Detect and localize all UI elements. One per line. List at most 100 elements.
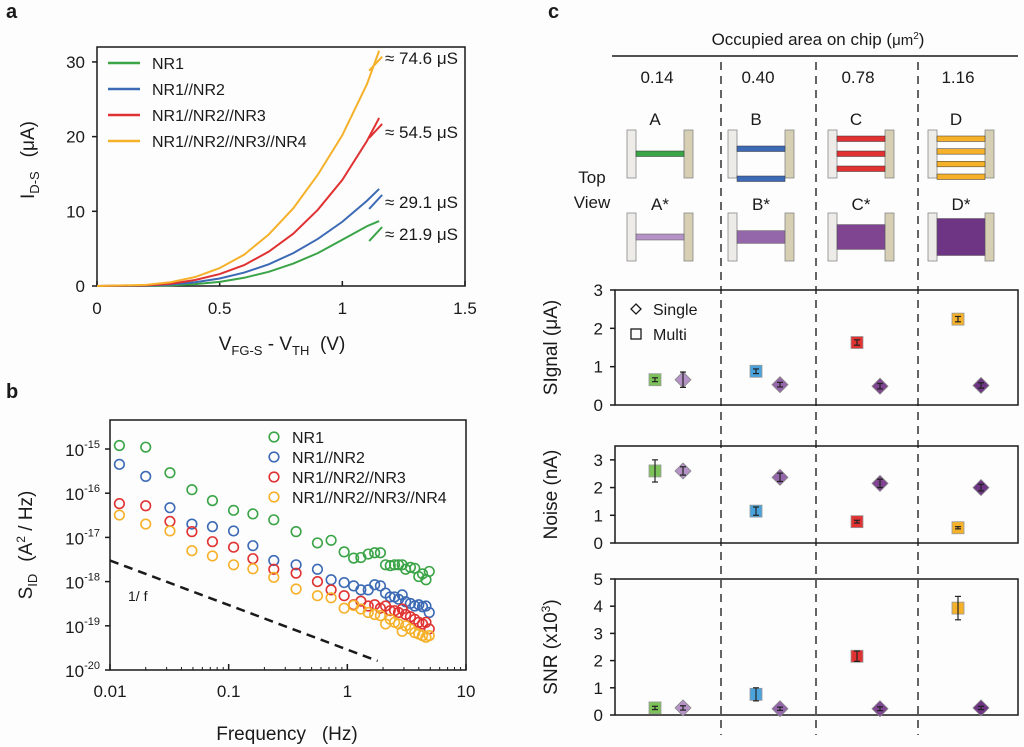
data-point <box>392 606 405 619</box>
drain-electrode <box>784 212 795 262</box>
x-axis-title-sub2: TH <box>292 343 309 358</box>
legend-marker <box>268 431 280 443</box>
y-tick-label: 0 <box>594 534 603 553</box>
y-tick-label: 5 <box>594 570 603 589</box>
legend-diamond-icon <box>630 303 642 315</box>
legend-label: Single <box>653 302 698 319</box>
legend-marker <box>268 491 280 503</box>
noise-spectrum-plot: 0.01 0.1 1 1010-1510-1610-1710-1810-1910-20… <box>65 419 476 701</box>
data-point <box>290 567 302 579</box>
nanoribbon <box>836 150 886 157</box>
nanoribbon <box>836 165 886 172</box>
y-title-close: ) <box>541 599 562 605</box>
transconductance-annotation: ≈ 74.6 μS <box>385 49 458 68</box>
x-tick-label: 0.01 <box>93 682 126 701</box>
data-point <box>113 439 125 452</box>
y-tick-label: 10 <box>66 202 85 221</box>
drain-electrode <box>884 129 895 179</box>
y-axis-title-b-sup: 2 <box>14 536 28 543</box>
y-tick-exp: -15 <box>84 439 100 451</box>
slope-marker <box>368 123 383 139</box>
data-point <box>338 546 350 558</box>
data-point <box>113 458 125 470</box>
data-point <box>206 536 219 548</box>
source-electrode <box>927 212 938 262</box>
data-point <box>369 608 381 621</box>
series-line <box>96 220 380 287</box>
data-point <box>362 606 374 619</box>
source-electrode <box>827 129 838 179</box>
legend-label: NR1//NR2//NR3//NR4 <box>152 134 307 151</box>
x-axis-title-unit: (V) <box>309 334 345 355</box>
y-tick-label: 10-20 <box>65 660 100 681</box>
slope-marker <box>368 194 383 210</box>
data-point <box>348 552 360 564</box>
subplot-frame <box>614 289 1019 406</box>
data-point <box>369 579 381 591</box>
transconductance-annotation: ≈ 21.9 μS <box>385 225 458 244</box>
y-title-text: SNR (x10 <box>541 612 562 694</box>
data-point <box>247 563 259 575</box>
data-point <box>186 518 198 530</box>
nanoribbon <box>836 135 886 142</box>
source-electrode <box>927 129 938 179</box>
y-axis-title-unit: (μA) <box>18 121 39 157</box>
y-tick-label: 20 <box>66 128 85 147</box>
x-axis-title-b: Frequency (Hz) <box>216 724 357 745</box>
area-header: Occupied area on chip (μm2) <box>712 30 925 49</box>
data-point <box>404 561 417 573</box>
y-axis-title-b-unit: (A <box>16 542 37 561</box>
legend-marker <box>268 451 280 463</box>
x-tick-label: 10 <box>457 682 476 701</box>
y-tick-base: 10 <box>65 618 84 637</box>
data-point <box>290 583 302 595</box>
x-axis-title-v2: V <box>279 334 292 355</box>
data-point <box>311 575 324 588</box>
area-header-text: Occupied area on chip ( <box>712 30 893 49</box>
y-tick-label: 1 <box>594 679 603 698</box>
y-axis-title-b-sub: ID <box>25 574 40 587</box>
legend-marker <box>268 471 280 483</box>
y-axis-title-b-unit2: / Hz) <box>16 491 37 536</box>
source-electrode <box>626 129 637 179</box>
x-tick-label: 0.1 <box>217 682 241 701</box>
data-point <box>384 591 396 603</box>
multi-device-label: B <box>750 110 761 129</box>
data-point <box>311 590 324 602</box>
data-point <box>113 498 125 510</box>
data-point <box>384 605 396 617</box>
y-tick-label: 3 <box>594 281 603 300</box>
top-view-label-1: Top <box>578 168 605 187</box>
legend-label: NR1//NR2//NR3 <box>292 470 406 487</box>
y-tick-label: 2 <box>594 479 603 498</box>
y-tick-base: 10 <box>65 485 84 504</box>
data-point <box>247 553 259 565</box>
data-point <box>374 602 387 614</box>
reference-line <box>109 559 379 663</box>
data-point <box>227 504 240 516</box>
nanoribbon <box>635 150 685 157</box>
multi-device-label: D <box>950 110 962 129</box>
drain-electrode <box>683 129 694 179</box>
single-device-label: B* <box>752 195 770 214</box>
nanoribbon <box>936 161 986 168</box>
x-tick-label: 0.5 <box>208 299 232 318</box>
legend-label: NR1//NR2 <box>292 450 365 467</box>
data-point <box>355 584 367 596</box>
drain-electrode <box>984 129 995 179</box>
source-electrode <box>727 129 738 179</box>
y-tick-exp: -20 <box>84 660 100 672</box>
data-point <box>140 518 152 530</box>
data-point <box>140 500 152 512</box>
transconductance-annotation: ≈ 29.1 μS <box>385 193 458 212</box>
y-tick-exp: -17 <box>84 527 100 539</box>
data-point <box>268 514 280 526</box>
data-point <box>325 534 337 546</box>
data-point <box>369 547 381 559</box>
y-tick-base: 10 <box>65 662 84 681</box>
nanoribbon <box>936 148 986 155</box>
panel-c: c Occupied area on chip (μm2) Top View 0… <box>539 1 1019 735</box>
y-tick-label: 10-18 <box>65 572 100 593</box>
data-point <box>186 526 198 538</box>
